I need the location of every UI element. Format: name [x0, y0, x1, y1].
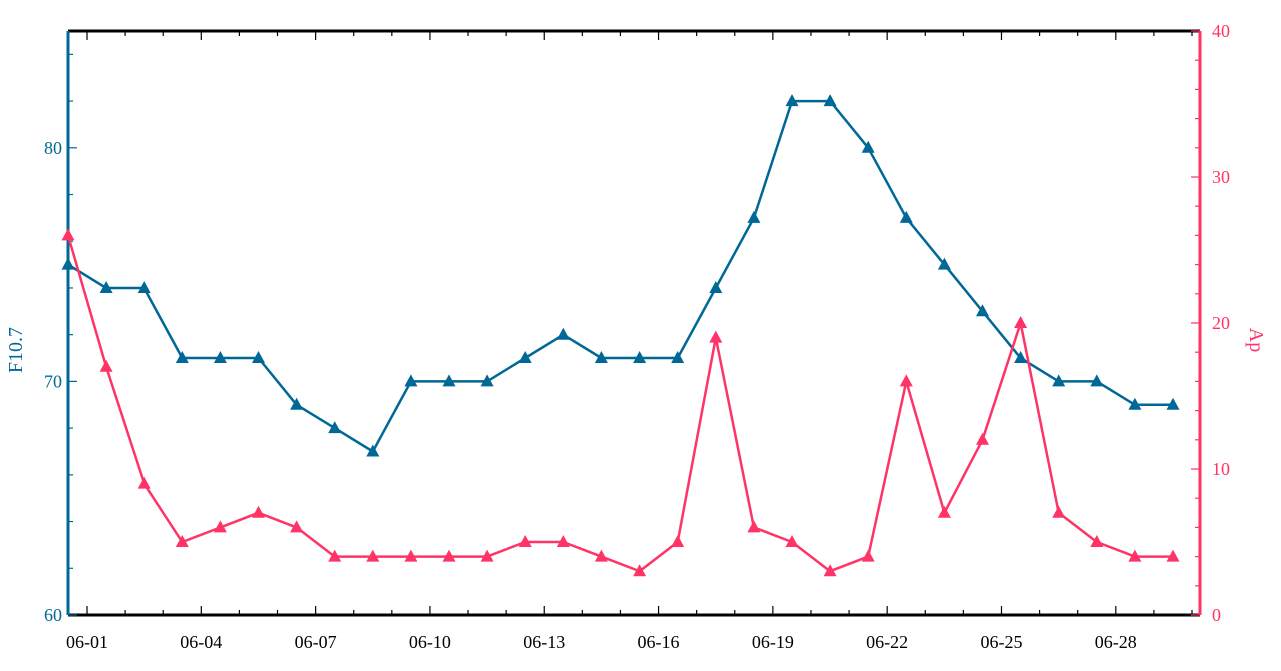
data-point-left [785, 94, 799, 107]
data-point-right [213, 520, 227, 533]
x-tick-label: 06-16 [638, 632, 680, 652]
x-tick-label: 06-04 [180, 632, 222, 652]
y-axis-right: 0 10 20 30 40 [1191, 21, 1230, 625]
data-point-left [404, 374, 418, 387]
data-point-right [175, 535, 189, 547]
data-point-left [61, 257, 75, 270]
y-left-tick-label: 70 [44, 371, 62, 391]
data-point-right [785, 535, 799, 547]
series-line-right [66, 235, 1173, 573]
data-point-left [937, 257, 951, 270]
data-point-left [861, 140, 875, 153]
data-point-right [480, 549, 494, 562]
data-point-right [976, 432, 989, 445]
data-point-left [709, 281, 723, 293]
data-point-left [1090, 374, 1104, 387]
data-point-right [99, 359, 113, 372]
x-tick-label: 06-10 [409, 632, 451, 652]
data-point-right [861, 549, 875, 562]
data-point-right [518, 535, 532, 547]
y-left-tick-label: 80 [44, 138, 62, 158]
data-point-left [633, 351, 647, 363]
x-tick-label: 06-25 [980, 632, 1022, 652]
data-point-left [899, 210, 913, 223]
data-point-left [518, 351, 532, 363]
y-axis-left: 60 70 80 [44, 53, 77, 625]
data-point-right [252, 505, 265, 518]
y-right-tick-label: 40 [1212, 21, 1230, 41]
series-line-left [67, 99, 1173, 453]
data-point-right [1052, 505, 1066, 518]
data-point-left [671, 351, 685, 363]
plot-frame [66, 29, 1202, 617]
series-layer [61, 94, 1180, 577]
data-point-left [1052, 374, 1066, 387]
data-point-right [937, 505, 951, 518]
data-point-left [328, 421, 342, 434]
y-axis-left-title: F10.7 [5, 327, 27, 373]
data-point-right [594, 549, 608, 562]
data-point-left [1128, 397, 1142, 410]
data-point-right [366, 549, 380, 562]
data-point-left [366, 444, 380, 457]
data-point-right [404, 549, 418, 562]
y-right-tick-label: 20 [1212, 313, 1230, 333]
data-point-left [442, 374, 456, 387]
data-point-left [252, 351, 265, 363]
data-point-left [556, 327, 570, 340]
data-point-right [328, 549, 342, 562]
data-point-right [823, 564, 837, 577]
data-point-right [671, 535, 685, 547]
data-point-left [1166, 397, 1180, 410]
x-axis: 06-01 06-04 06-07 06-10 06-13 06-16 06-19 06-22… [66, 31, 1193, 652]
x-tick-label: 06-13 [523, 632, 565, 652]
y-left-tick-label: 60 [44, 605, 62, 625]
data-point-right [709, 330, 723, 343]
data-point-right [1014, 316, 1028, 328]
data-point-left [137, 281, 151, 293]
y-axis-right-title: Ap [1245, 328, 1267, 352]
data-point-left [747, 210, 761, 223]
data-point-right [137, 476, 151, 489]
data-point-right [633, 564, 647, 577]
data-point-left [213, 351, 227, 363]
data-point-right [442, 549, 456, 562]
data-point-left [99, 281, 113, 293]
x-tick-label: 06-01 [66, 632, 108, 652]
data-point-left [480, 374, 494, 387]
y-right-tick-label: 0 [1212, 605, 1221, 625]
data-point-left [1014, 351, 1028, 363]
x-tick-label: 06-19 [752, 632, 794, 652]
data-point-right [1128, 549, 1142, 562]
y-right-tick-label: 10 [1212, 459, 1230, 479]
data-point-left [290, 397, 304, 410]
data-point-right [556, 535, 570, 547]
data-point-right [899, 374, 913, 387]
data-point-left [175, 351, 189, 363]
x-tick-label: 06-22 [866, 632, 908, 652]
data-point-right [1090, 535, 1104, 547]
data-point-left [823, 94, 837, 107]
x-tick-label: 06-07 [295, 632, 337, 652]
data-point-right [747, 520, 761, 533]
x-tick-label: 06-28 [1095, 632, 1137, 652]
data-point-right [61, 228, 75, 241]
data-point-left [976, 304, 989, 317]
data-point-right [290, 520, 304, 533]
y-right-tick-label: 30 [1212, 167, 1230, 187]
data-point-left [594, 351, 608, 363]
data-point-right [1166, 549, 1180, 562]
